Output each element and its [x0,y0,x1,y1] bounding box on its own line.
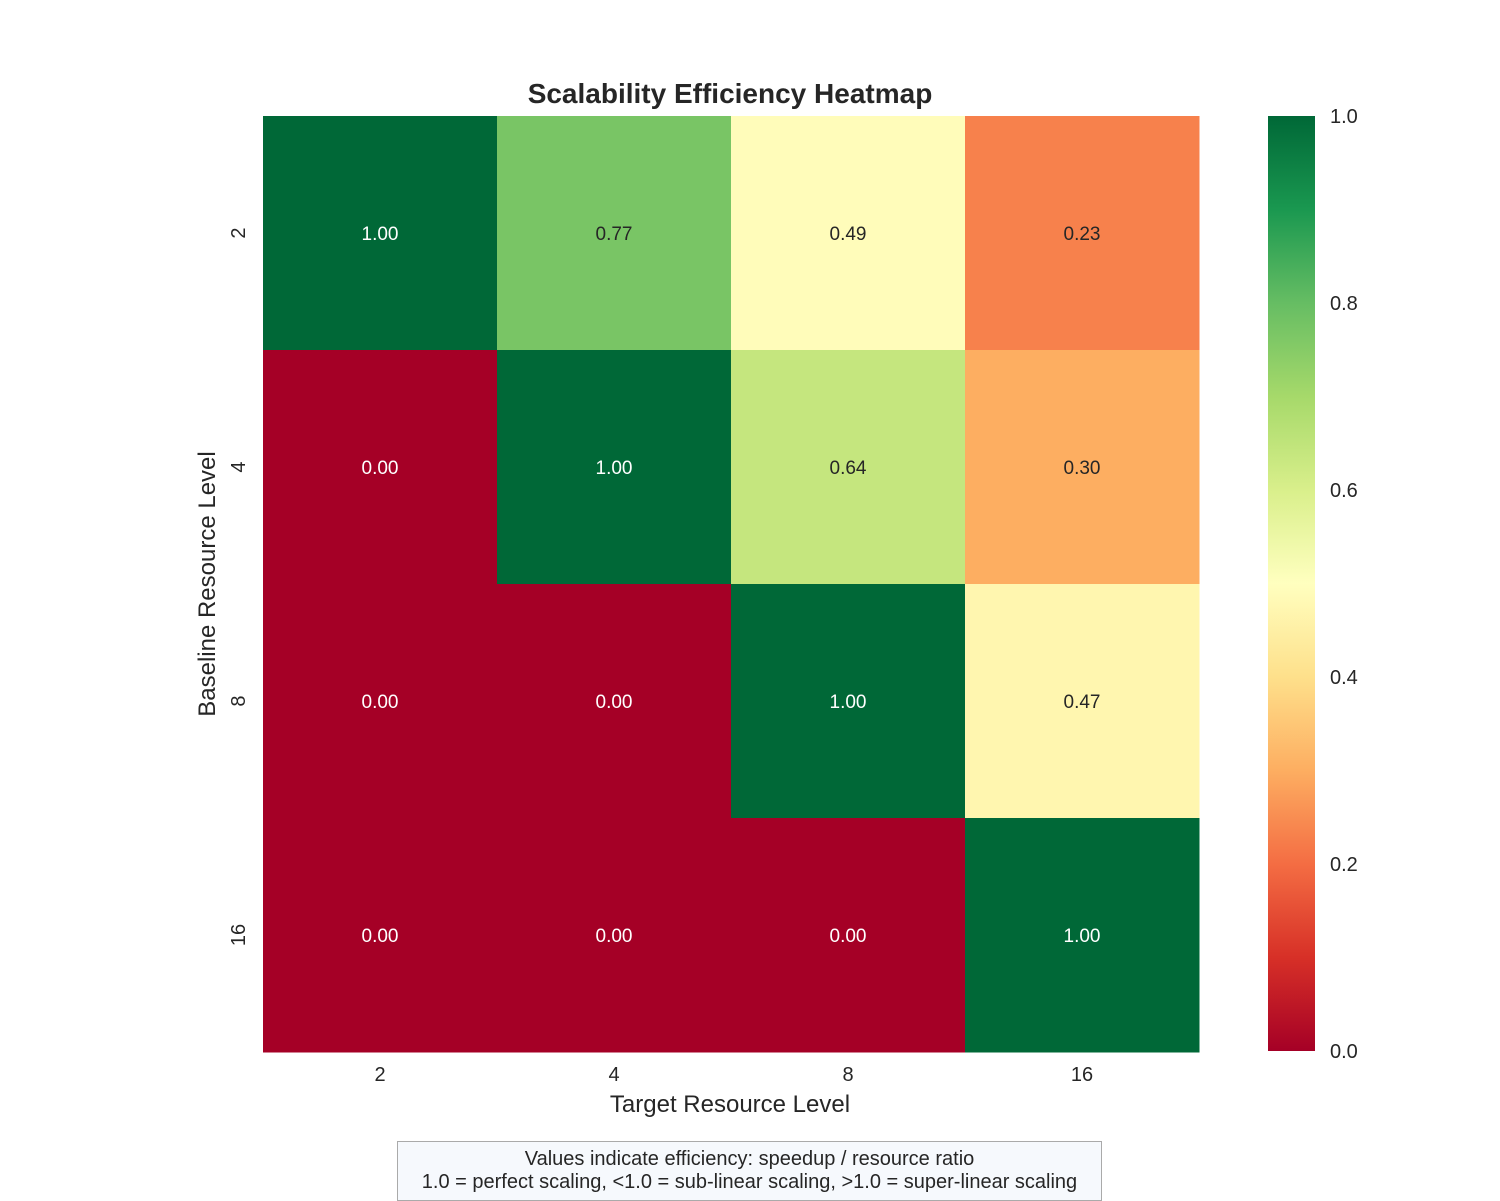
cell-value-label: 0.30 [1064,458,1101,479]
y-tick-label: 4 [228,461,250,472]
cell-value-label: 0.00 [830,926,867,947]
x-axis-label: Target Resource Level [610,1091,850,1118]
heatmap-cell [965,584,1200,819]
cell-value-label: 1.00 [830,692,867,713]
note-box: Values indicate efficiency: speedup / re… [397,1141,1102,1201]
heatmap-cells: 1.00 0.77 0.49 0.23 0.00 1.00 0.64 0.30 0.00 0.00… [263,116,1200,1053]
chart-title: Scalability Efficiency Heatmap [528,78,933,109]
y-tick-label: 16 [228,924,250,946]
cell-value-label: 0.49 [830,224,867,245]
heatmap-cell [497,818,732,1053]
y-tick-label: 2 [228,227,250,238]
heatmap-cell [497,584,732,819]
heatmap-cell [731,818,966,1053]
cell-value-label: 0.00 [362,692,399,713]
cell-value-label: 1.00 [1064,926,1101,947]
cell-value-label: 0.00 [596,926,633,947]
y-tick-label: 8 [228,695,250,706]
heatmap-cell [965,350,1200,585]
colorbar-tick-label: 1.0 [1330,106,1358,128]
y-tick-labels: 2 4 8 16 [228,227,250,946]
colorbar-tick-label: 0.4 [1330,667,1358,689]
cell-value-label: 0.47 [1064,692,1101,713]
colorbar-tick-label: 0.6 [1330,480,1358,502]
heatmap-cell [497,350,732,585]
heatmap-cell [965,116,1200,351]
heatmap-cell [731,116,966,351]
heatmap-cell [263,818,498,1053]
heatmap-cell [731,584,966,819]
colorbar-tick-labels: 0.0 0.2 0.4 0.6 0.8 1.0 [1330,106,1358,1063]
cell-value-label: 0.00 [596,692,633,713]
cell-value-label: 0.64 [830,458,867,479]
x-tick-label: 16 [1071,1064,1093,1086]
colorbar-tick-label: 0.0 [1330,1041,1358,1063]
heatmap-cell [731,350,966,585]
cell-value-label: 0.77 [596,224,633,245]
x-tick-label: 8 [842,1064,853,1086]
heatmap-cell [263,116,498,351]
heatmap-cell [965,818,1200,1053]
x-tick-label: 2 [374,1064,385,1086]
x-tick-labels: 2 4 8 16 [374,1064,1093,1086]
cell-value-label: 0.23 [1064,224,1101,245]
cell-value-label: 0.00 [362,458,399,479]
cell-value-label: 1.00 [596,458,633,479]
heatmap-cell [263,350,498,585]
x-tick-label: 4 [608,1064,619,1086]
heatmap-cell [263,584,498,819]
cell-value-label: 1.00 [362,224,399,245]
colorbar-tick-label: 0.2 [1330,854,1358,876]
cell-value-label: 0.00 [362,926,399,947]
note-line-2: 1.0 = perfect scaling, <1.0 = sub-linear… [421,1171,1078,1193]
heatmap-cell [497,116,732,351]
note-line-1: Values indicate efficiency: speedup / re… [524,1148,975,1170]
colorbar [1268,116,1315,1051]
colorbar-tick-label: 0.8 [1330,293,1358,315]
y-axis-label: Baseline Resource Level [194,451,221,717]
